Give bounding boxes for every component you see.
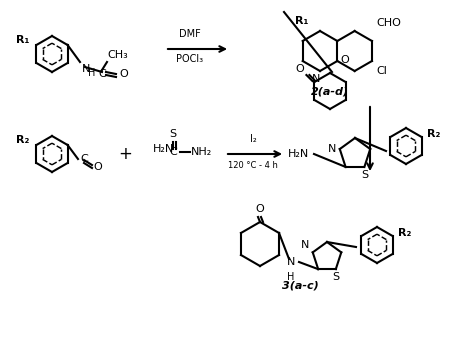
Text: DMF: DMF — [179, 29, 201, 39]
Text: Cl: Cl — [377, 66, 388, 76]
Text: R₂: R₂ — [427, 129, 440, 139]
Text: O: O — [119, 69, 128, 79]
Text: C: C — [169, 147, 177, 157]
Text: O: O — [296, 64, 304, 74]
Text: R₂: R₂ — [398, 228, 411, 238]
Text: N: N — [312, 74, 320, 84]
Text: H₂N: H₂N — [153, 144, 174, 154]
Text: S: S — [332, 272, 339, 282]
Text: H: H — [88, 68, 95, 78]
Text: H: H — [287, 272, 295, 282]
Text: CHO: CHO — [377, 18, 401, 28]
Text: 3(a-c): 3(a-c) — [282, 281, 319, 291]
Text: N: N — [328, 144, 336, 154]
Text: O: O — [255, 204, 264, 214]
Text: R₂: R₂ — [16, 135, 29, 145]
Text: O: O — [340, 55, 349, 65]
Text: N: N — [287, 257, 295, 267]
Text: N: N — [301, 240, 310, 250]
Text: C: C — [98, 69, 106, 79]
Text: O: O — [93, 162, 102, 172]
Text: I₂: I₂ — [250, 134, 256, 144]
Text: S: S — [361, 170, 368, 180]
Text: R₁: R₁ — [16, 35, 29, 45]
Text: N: N — [82, 64, 91, 74]
Text: R₁: R₁ — [295, 16, 309, 26]
Text: POCl₃: POCl₃ — [176, 54, 203, 64]
Text: CH₃: CH₃ — [107, 50, 128, 60]
Text: 2(a-d): 2(a-d) — [311, 86, 349, 96]
Text: H₂N: H₂N — [288, 149, 309, 159]
Text: S: S — [169, 129, 176, 139]
Text: NH₂: NH₂ — [191, 147, 212, 157]
Text: 120 °C - 4 h: 120 °C - 4 h — [228, 161, 278, 170]
Text: C: C — [80, 154, 88, 164]
Text: +: + — [118, 145, 132, 163]
